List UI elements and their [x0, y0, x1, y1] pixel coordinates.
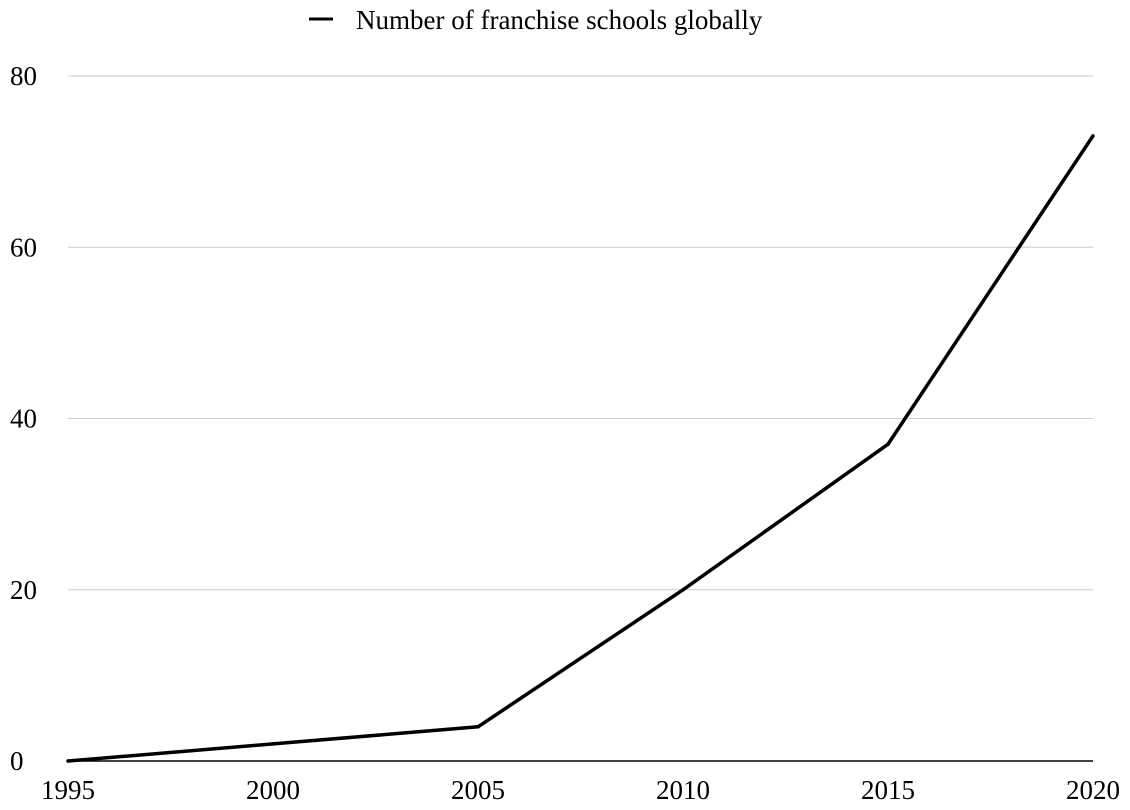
x-tick-label-1995: 1995: [41, 775, 95, 805]
x-axis-tick-labels: 1995 2000 2005 2010 2015 2020: [41, 775, 1120, 805]
legend-label: Number of franchise schools globally: [356, 5, 763, 35]
x-tick-label-2010: 2010: [656, 775, 710, 805]
data-point-1995: [66, 759, 70, 763]
data-point-2010: [681, 588, 685, 592]
x-tick-label-2020: 2020: [1066, 775, 1120, 805]
series-layer: [66, 134, 1095, 763]
data-point-2015: [886, 442, 890, 446]
data-point-2005: [476, 725, 480, 729]
gridlines: [68, 75, 1093, 591]
y-tick-label-0: 0: [10, 746, 24, 776]
x-tick-label-2000: 2000: [246, 775, 300, 805]
data-point-2000: [271, 742, 275, 746]
series-line-0: [67, 134, 1095, 763]
y-tick-label-40: 40: [10, 404, 37, 434]
data-point-2020: [1091, 134, 1095, 138]
legend: Number of franchise schools globally: [309, 5, 763, 35]
y-tick-label-80: 80: [10, 61, 37, 91]
y-tick-label-60: 60: [10, 232, 37, 262]
y-axis-tick-labels: 0 20 40 60 80: [10, 61, 37, 776]
x-tick-label-2015: 2015: [861, 775, 915, 805]
x-tick-label-2005: 2005: [451, 775, 505, 805]
y-tick-label-20: 20: [10, 575, 37, 605]
